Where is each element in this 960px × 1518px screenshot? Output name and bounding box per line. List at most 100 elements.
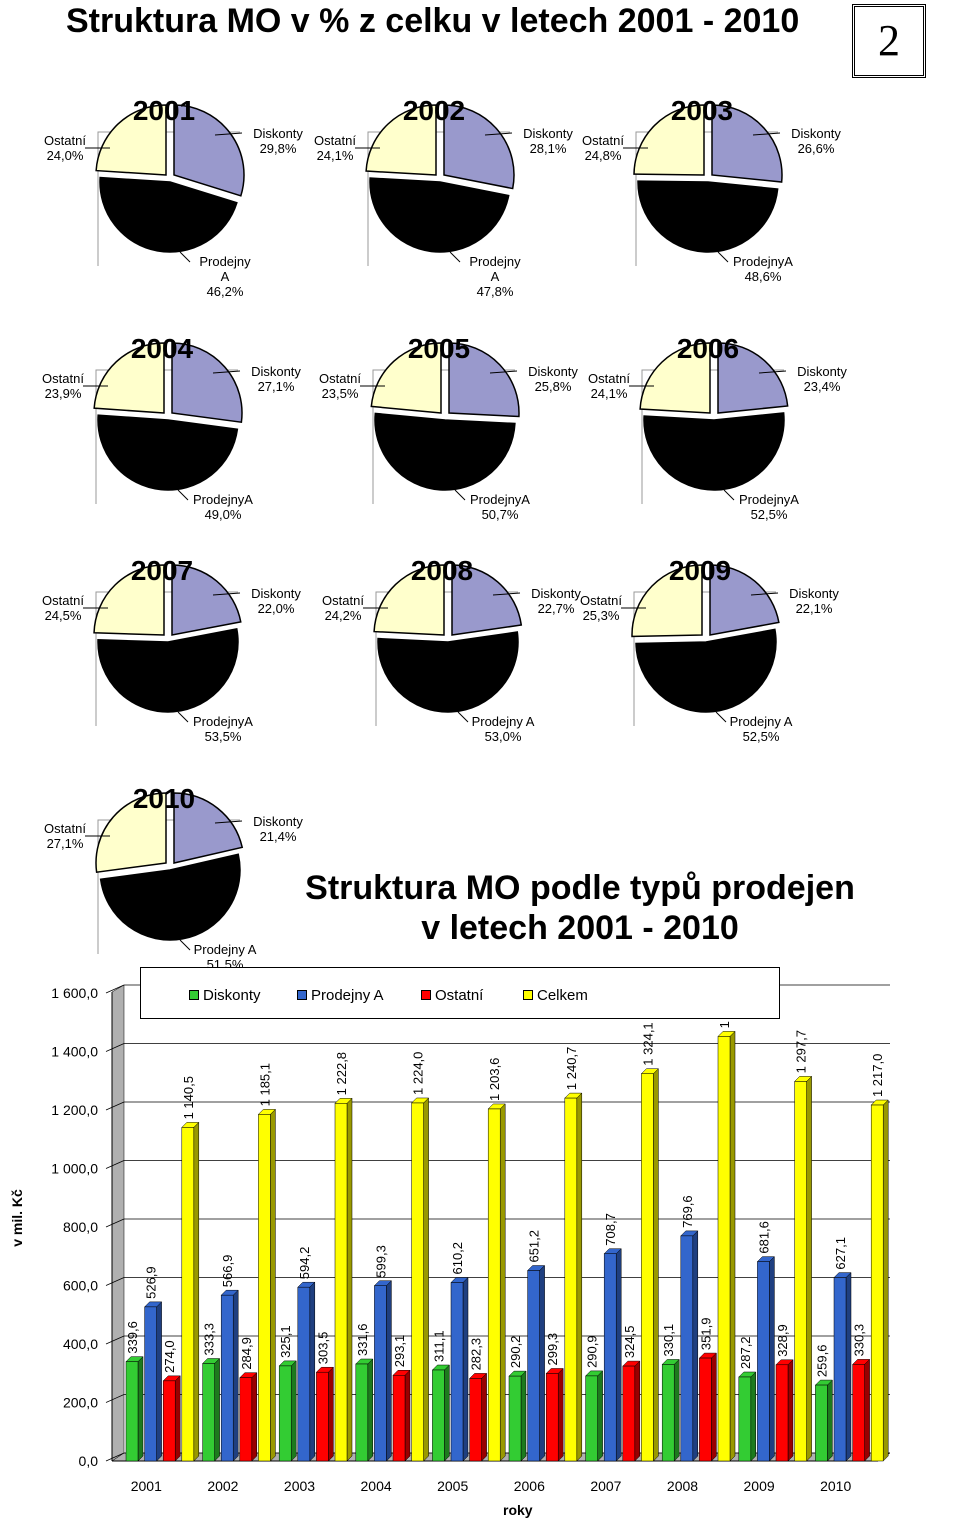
gridline-tick bbox=[105, 1043, 125, 1052]
bar-prodejny-a bbox=[757, 1261, 770, 1462]
pie-year-label-line: 2010 bbox=[133, 783, 195, 814]
bar-side bbox=[576, 1092, 583, 1462]
page-title: Struktura MO v % z celku v letech 2001 -… bbox=[66, 2, 800, 40]
bar-side bbox=[193, 1121, 200, 1462]
bar-ostatní bbox=[162, 1380, 176, 1462]
legend-item-celkem: Celkem bbox=[523, 987, 588, 1004]
legend-label-prodejny: Prodejny A bbox=[311, 987, 384, 1004]
gridline-tick bbox=[105, 1335, 125, 1345]
x-axis-title: roky bbox=[503, 1502, 533, 1518]
pie-slice-ostatni bbox=[365, 104, 437, 176]
bar-side bbox=[520, 1370, 527, 1462]
bar-chart-legend: Diskonty Prodejny A Ostatní Celkem bbox=[140, 967, 780, 1019]
leader-line-prodejny bbox=[179, 939, 191, 951]
pie-label-prodejny-line: 47,8% bbox=[477, 284, 514, 299]
bar-value-label: 287,2 bbox=[738, 1336, 753, 1369]
bar-side bbox=[557, 1367, 564, 1462]
bar-celkem bbox=[181, 1127, 195, 1462]
pie-slice-prodejny bbox=[369, 177, 510, 253]
pie-year-label: 2003 bbox=[671, 95, 733, 126]
bar-value-label: 1 203,6 bbox=[487, 1058, 502, 1101]
pie-label-prodejny: Prodejny A 47,8% bbox=[469, 254, 521, 299]
bar-ostatní bbox=[775, 1364, 789, 1462]
pie-label-ostatni-line: Ostatní bbox=[588, 371, 630, 386]
bar-value-label: 339,6 bbox=[125, 1321, 140, 1354]
pie-label-prodejny-line: ProdejnyA bbox=[193, 714, 253, 729]
pie-year-label-line: 2002 bbox=[403, 95, 465, 126]
pie-year-label: 2002 bbox=[403, 95, 465, 126]
pie-label-diskonty-line: 21,4% bbox=[260, 829, 297, 844]
bar-value-label: 1 217,0 bbox=[870, 1054, 885, 1097]
bar-side bbox=[615, 1248, 622, 1462]
leader-line-prodejny bbox=[177, 489, 189, 501]
bar-ostatní bbox=[316, 1371, 329, 1462]
bar-diskonty bbox=[661, 1364, 675, 1462]
gridline-tick bbox=[105, 1218, 125, 1228]
bar-celkem bbox=[794, 1081, 807, 1462]
pie-slice-ostatni bbox=[631, 564, 703, 638]
bar-value-label: 566,9 bbox=[220, 1255, 235, 1288]
bar-value-label: 311,1 bbox=[431, 1330, 446, 1362]
pie-label-ostatni: Ostatní 25,3% bbox=[580, 593, 622, 623]
bar-chart: 0,0 200,0 400,0 600,0 800,0 1 000,0 1 200,0 1 4… bbox=[51, 984, 891, 1494]
y-tick-label: 400,0 bbox=[63, 1336, 98, 1352]
leader-line-diskonty bbox=[492, 592, 521, 596]
pie-slice-prodejny bbox=[643, 412, 785, 491]
bar-value-label: 331,6 bbox=[355, 1323, 370, 1356]
bar-side bbox=[137, 1356, 144, 1462]
pie-label-prodejny-line: 46,2% bbox=[207, 284, 244, 299]
bar-diskonty bbox=[815, 1384, 828, 1462]
bar-value-label: 259,6 bbox=[814, 1345, 829, 1378]
pie-label-prodejny-line: 53,5% bbox=[205, 729, 242, 744]
bar-value-label: 324,5 bbox=[622, 1326, 637, 1359]
pie-label-diskonty-line: 29,8% bbox=[260, 141, 297, 156]
pie-label-prodejny-line: Prodejny A bbox=[730, 714, 793, 729]
pie-slice-prodejny bbox=[374, 412, 516, 491]
bar-diskonty bbox=[585, 1375, 598, 1462]
bar-side bbox=[806, 1075, 812, 1462]
bar-side bbox=[462, 1276, 469, 1462]
bar-ostatní bbox=[469, 1378, 482, 1462]
pie-label-diskonty-line: Diskonty bbox=[791, 126, 841, 141]
pie-label-diskonty: Diskonty 28,1% bbox=[523, 126, 573, 156]
pie-label-prodejny-line: 49,0% bbox=[205, 507, 242, 522]
bar-value-label: 627,1 bbox=[833, 1237, 848, 1270]
leader-line-diskonty bbox=[758, 370, 787, 374]
bar-side bbox=[444, 1364, 450, 1462]
pie-year-label: 2004 bbox=[131, 333, 194, 364]
pie-label-prodejny-line: Prodejny bbox=[469, 254, 521, 269]
pie-label-ostatni: Ostatní 24,8% bbox=[582, 133, 624, 163]
bar-side bbox=[328, 1366, 334, 1462]
pie-label-ostatni-line: 25,3% bbox=[583, 608, 620, 623]
pie-label-diskonty: Diskonty 26,6% bbox=[791, 126, 841, 156]
bar-celkem bbox=[334, 1103, 348, 1462]
pie-slice-prodejny bbox=[99, 176, 238, 253]
pie-label-prodejny-line: ProdejnyA bbox=[193, 492, 253, 507]
bar-prodejny-a bbox=[374, 1285, 387, 1462]
bar-value-label: 330,1 bbox=[661, 1324, 676, 1357]
bar-side bbox=[214, 1357, 220, 1462]
bar-value-label: 1 224,0 bbox=[411, 1052, 426, 1095]
x-tick-label: 2001 bbox=[131, 1478, 162, 1494]
pie-label-diskonty-line: Diskonty bbox=[253, 126, 303, 141]
pie-label-ostatni-line: 24,5% bbox=[45, 608, 82, 623]
y-tick-label: 600,0 bbox=[63, 1278, 98, 1294]
bar-chart-side-wall bbox=[111, 984, 125, 1462]
bar-value-label: 293,1 bbox=[392, 1335, 407, 1368]
pie-year-label: 2001 bbox=[133, 95, 195, 126]
bar-value-label: 303,5 bbox=[315, 1332, 330, 1365]
pie-label-ostatni-line: Ostatní bbox=[44, 821, 86, 836]
pie-label-prodejny: ProdejnyA 50,7% bbox=[470, 492, 530, 522]
bar-value-label: 1 297,7 bbox=[794, 1030, 809, 1073]
leader-line-diskonty bbox=[484, 132, 513, 136]
pie-label-ostatni-line: Ostatní bbox=[42, 371, 84, 386]
bar-side bbox=[270, 1108, 276, 1462]
bar-value-label: 299,3 bbox=[545, 1333, 560, 1366]
bar-diskonty bbox=[202, 1363, 215, 1462]
pie-label-prodejny-line: Prodejny A bbox=[194, 942, 257, 957]
pie-year-label: 2009 bbox=[669, 555, 731, 586]
bar-side bbox=[386, 1280, 392, 1462]
pie-slice-ostatni bbox=[373, 564, 445, 636]
pie-label-ostatni-line: Ostatní bbox=[314, 133, 356, 148]
pie-label-diskonty-line: Diskonty bbox=[531, 586, 581, 601]
